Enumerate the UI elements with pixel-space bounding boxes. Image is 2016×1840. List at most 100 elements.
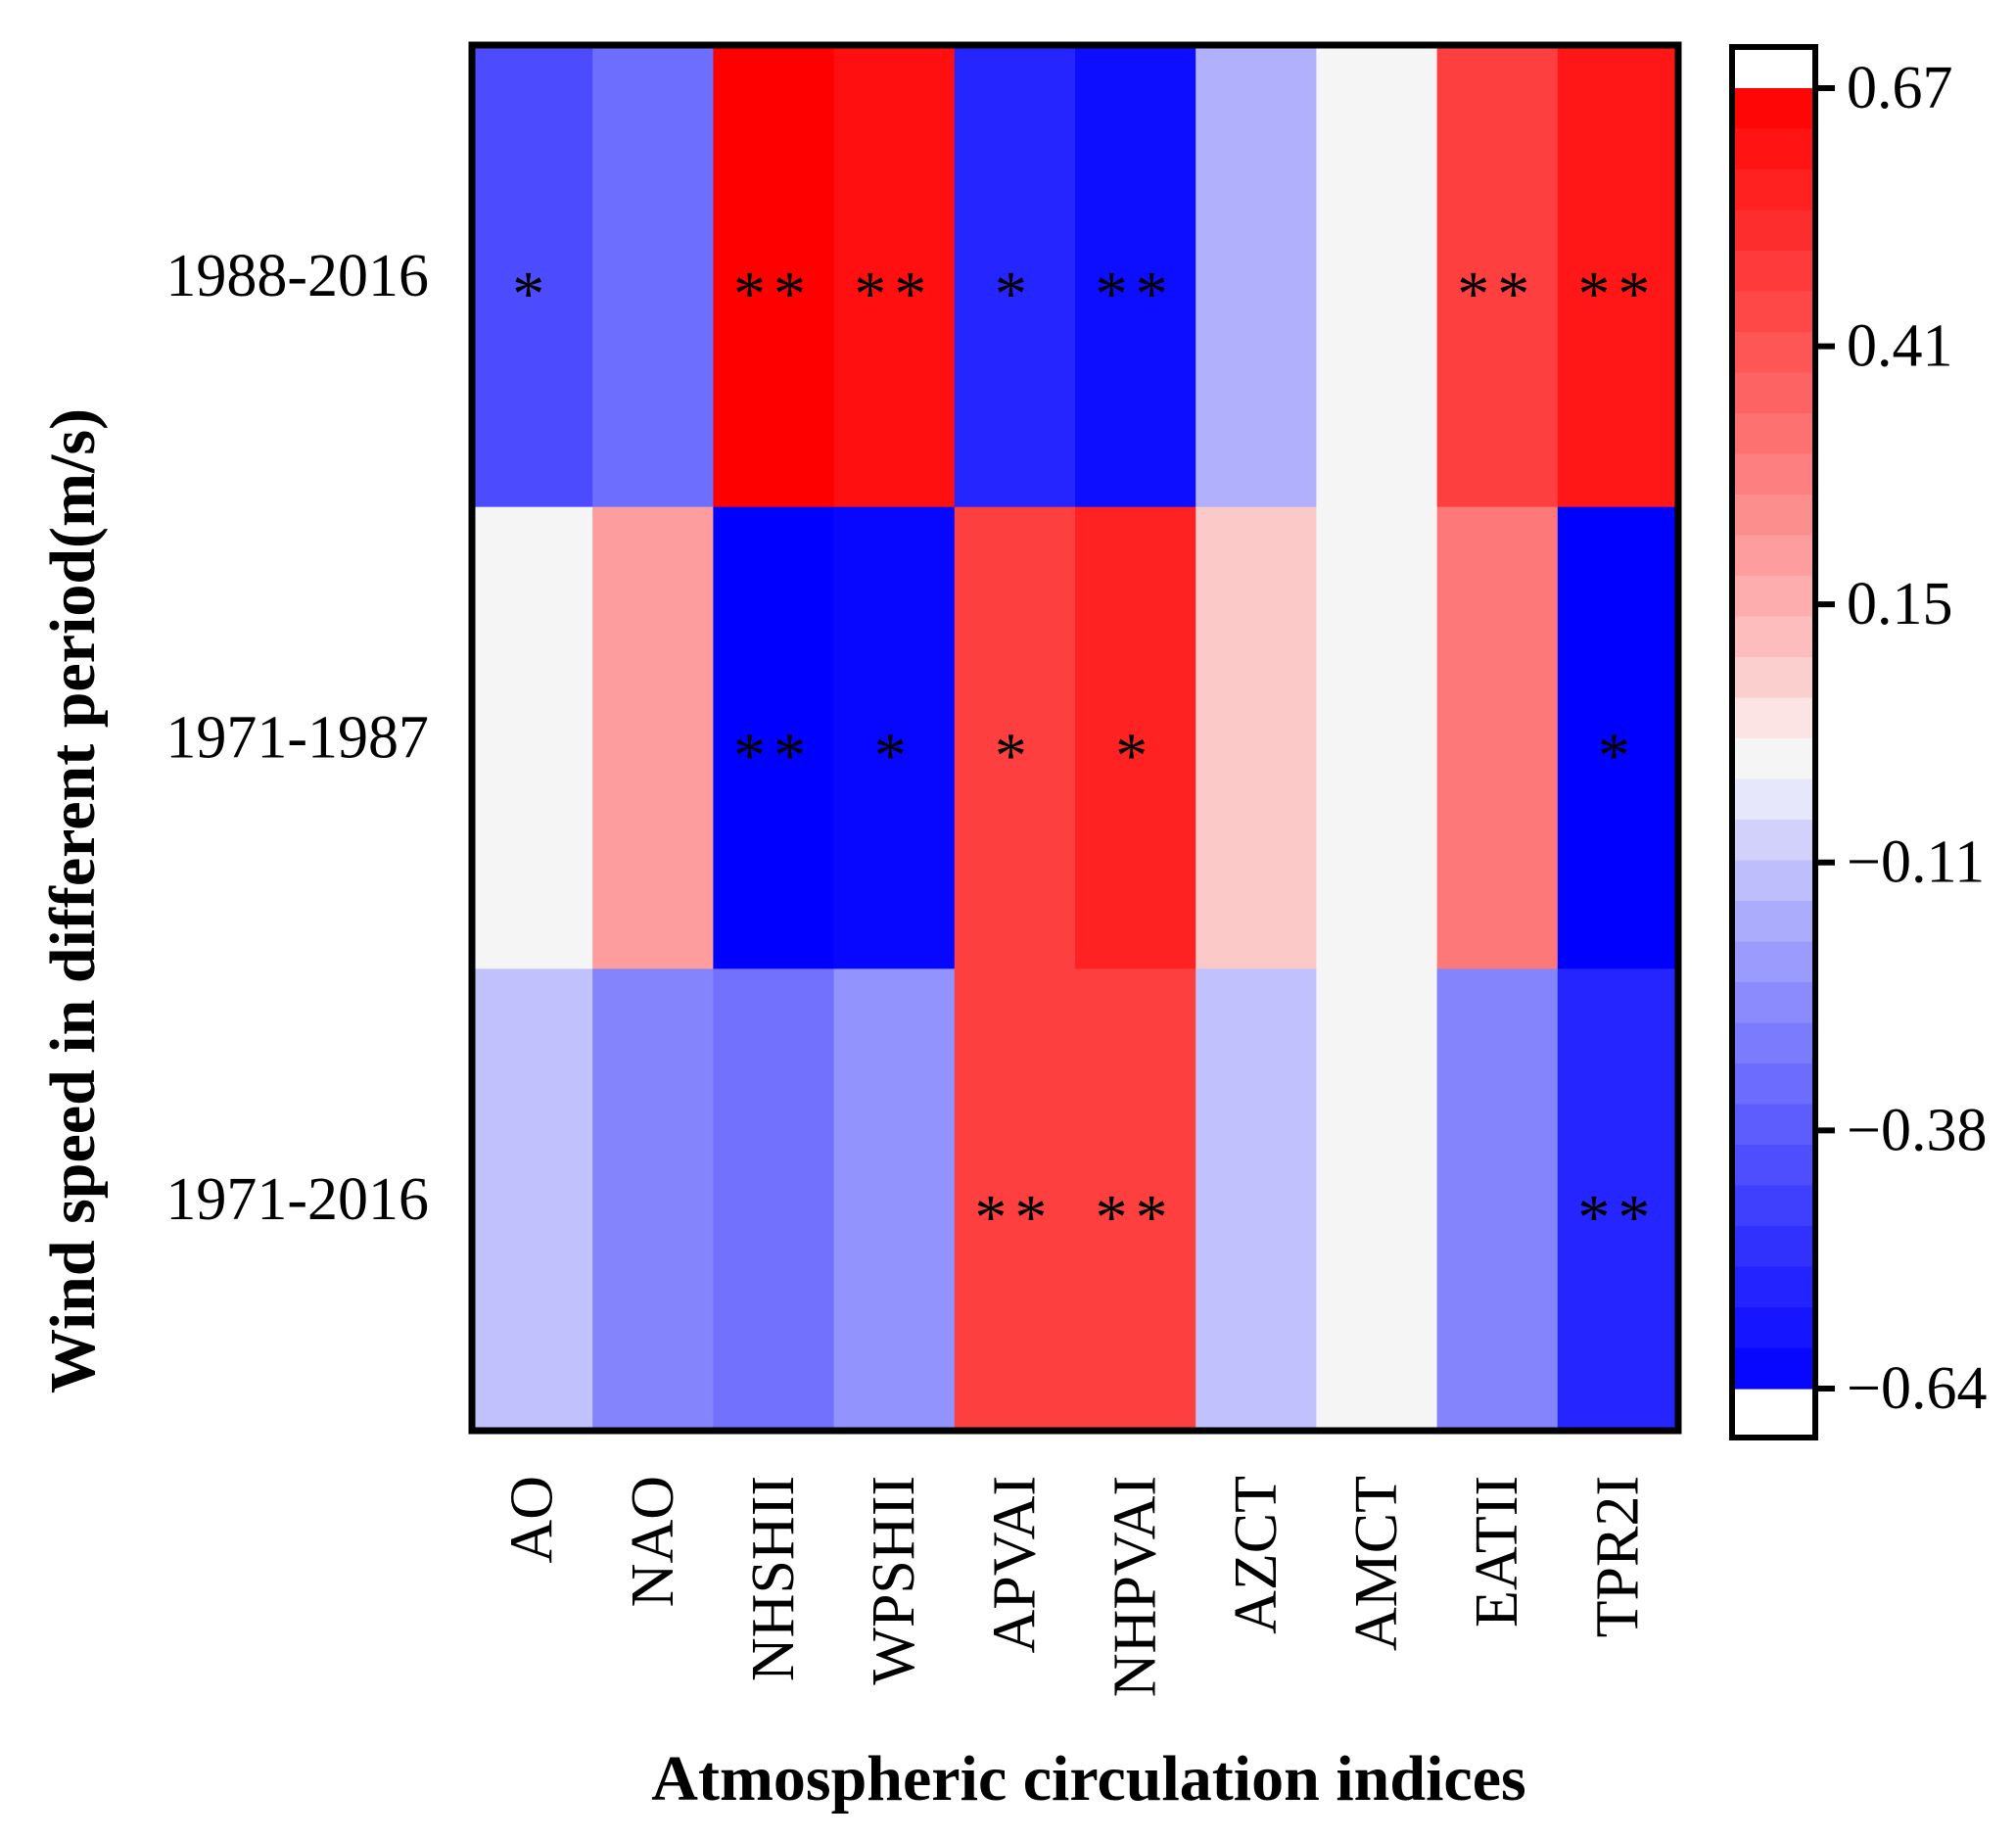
x-tick-label: EATII — [1464, 1476, 1530, 1628]
colorbar-band — [1735, 372, 1812, 414]
significance-marker: * — [512, 259, 552, 330]
colorbar-band — [1735, 413, 1812, 455]
colorbar-band — [1735, 1022, 1812, 1064]
colorbar-band — [1735, 860, 1812, 902]
colorbar-band — [1735, 1063, 1812, 1106]
heatmap-cells — [472, 45, 1679, 1432]
x-tick-label: NAO — [620, 1476, 686, 1607]
heatmap-cell — [1557, 506, 1679, 969]
colorbar-band — [1735, 210, 1812, 252]
heatmap-cell — [1557, 968, 1679, 1432]
heatmap-cell — [954, 968, 1076, 1432]
colorbar-tick-label: 0.67 — [1847, 55, 1953, 121]
heatmap-cell — [1316, 506, 1438, 969]
x-axis-title: Atmospheric circulation indices — [651, 1743, 1525, 1815]
plot-frame — [468, 41, 1682, 1435]
significance-marker: ** — [1577, 1182, 1658, 1253]
heatmap-cell — [1436, 968, 1559, 1432]
x-tick-label: WPSHII — [861, 1476, 927, 1685]
colorbar-ticks: 0.67 0.41 0.15 −0.11 −0.38 −0.64 — [1815, 55, 1987, 1422]
colorbar-band — [1735, 697, 1812, 739]
colorbar-tick-label: −0.38 — [1847, 1097, 1987, 1163]
significance-marker: * — [1115, 721, 1155, 792]
y-tick-label: 1988-2016 — [165, 243, 429, 309]
colorbar-band — [1735, 128, 1812, 170]
significance-marker: ** — [1096, 259, 1176, 330]
x-tick-label: NHPVAI — [1102, 1476, 1169, 1697]
heatmap-cell — [592, 45, 714, 508]
x-tick-label: NHSHII — [740, 1476, 807, 1681]
heatmap-cell — [1196, 968, 1317, 1432]
x-tick-label: APVAI — [981, 1476, 1048, 1653]
significance-marker: ** — [733, 259, 814, 330]
y-tick-label: 1971-2016 — [165, 1166, 429, 1233]
heatmap-cell — [833, 45, 956, 508]
colorbar-band — [1735, 1347, 1812, 1390]
colorbar-band — [1735, 901, 1812, 943]
colorbar-tick-label: −0.11 — [1847, 829, 1985, 896]
x-tick-label: AO — [499, 1476, 566, 1564]
heatmap-cell — [472, 506, 593, 969]
colorbar-band — [1735, 453, 1812, 495]
colorbar: 0.67 0.41 0.15 −0.11 −0.38 −0.64 — [1729, 44, 1987, 1440]
heatmap-cell — [1075, 968, 1196, 1432]
significance-marker: ** — [1577, 259, 1658, 330]
colorbar-band — [1735, 982, 1812, 1024]
heatmap-cell — [1316, 968, 1438, 1432]
colorbar-frame — [1729, 44, 1818, 1440]
colorbar-band — [1735, 941, 1812, 983]
heatmap-cell — [713, 506, 835, 969]
significance-marker: ** — [733, 721, 814, 792]
significance-marker: ** — [974, 1182, 1055, 1253]
heatmap-cell — [592, 968, 714, 1432]
heatmap-cell — [1196, 506, 1317, 969]
colorbar-band — [1735, 1104, 1812, 1146]
colorbar-band — [1735, 1266, 1812, 1308]
colorbar-band — [1735, 778, 1812, 821]
heatmap-cell — [1557, 45, 1679, 508]
y-tick-labels: 1988-2016 1971-1987 1971-2016 — [165, 243, 429, 1233]
colorbar-band — [1735, 616, 1812, 658]
significance-marker: ** — [854, 259, 934, 330]
heatmap-cell — [472, 45, 593, 508]
heatmap-cell — [1075, 45, 1196, 508]
colorbar-band — [1735, 291, 1812, 333]
significance-marker: * — [874, 721, 914, 792]
colorbar-band — [1735, 169, 1812, 212]
colorbar-band — [1735, 1145, 1812, 1187]
heatmap-cell — [833, 968, 956, 1432]
x-tick-label: TPR2I — [1584, 1476, 1651, 1637]
heatmap-cell — [1075, 506, 1196, 969]
colorbar-band — [1735, 495, 1812, 537]
heatmap-cell — [954, 506, 1076, 969]
heatmap-cell — [713, 45, 835, 508]
colorbar-band — [1735, 820, 1812, 862]
heatmap-cell — [1436, 45, 1559, 508]
colorbar-band — [1735, 657, 1812, 699]
colorbar-band — [1735, 738, 1812, 780]
colorbar-band — [1735, 332, 1812, 374]
colorbar-band — [1735, 88, 1812, 130]
significance-marker: ** — [1457, 259, 1537, 330]
heatmap-cell — [1436, 506, 1559, 969]
x-tick-label: AZCT — [1223, 1476, 1289, 1634]
colorbar-bands — [1735, 88, 1812, 1390]
colorbar-tick-label: 0.15 — [1847, 571, 1953, 637]
colorbar-tick-label: 0.41 — [1847, 313, 1953, 380]
y-tick-label: 1971-1987 — [165, 705, 429, 772]
colorbar-band — [1735, 535, 1812, 577]
colorbar-band — [1735, 251, 1812, 293]
colorbar-tick-label: −0.64 — [1847, 1355, 1987, 1422]
significance-markers: * ** ** * ** ** **** * * * *** ** ** — [512, 259, 1658, 1253]
heatmap-cell — [1316, 45, 1438, 508]
heatmap-cell — [954, 45, 1076, 508]
heatmap-cell — [472, 968, 593, 1432]
colorbar-band — [1735, 1185, 1812, 1227]
y-axis-title: Wind speed in different period(m/s) — [37, 408, 109, 1393]
significance-marker: * — [995, 721, 1035, 792]
colorbar-band — [1735, 576, 1812, 618]
heatmap-cell — [592, 506, 714, 969]
colorbar-band — [1735, 1226, 1812, 1268]
significance-marker: ** — [1096, 1182, 1176, 1253]
